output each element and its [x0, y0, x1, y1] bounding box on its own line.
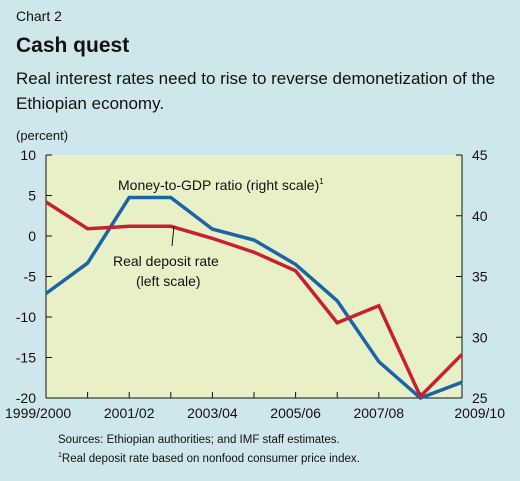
footnote-text: Real deposit rate based on nonfood consu…	[61, 452, 360, 465]
left-axis-unit: (percent)	[16, 128, 68, 143]
annotation-layer: Money-to-GDP ratio (right scale)1 Real d…	[113, 177, 324, 289]
deposit-series-label-line1: Real deposit rate	[113, 253, 219, 269]
footnote-1: 1Real deposit rate based on nonfood cons…	[58, 448, 360, 467]
chart-number: Chart 2	[16, 8, 62, 24]
left-tick-label: 10	[20, 147, 36, 163]
right-tick-label: 40	[472, 208, 488, 224]
sources-note: Sources: Ethiopian authorities; and IMF …	[58, 434, 340, 446]
money-series-label: Money-to-GDP ratio (right scale)1	[118, 177, 324, 193]
right-tick-label: 35	[472, 269, 488, 285]
x-tick-label: 2005/06	[270, 405, 321, 421]
x-tick-label: 2009/10	[454, 405, 505, 421]
x-tick-label: 2003/04	[187, 405, 238, 421]
left-tick-label: 0	[28, 228, 36, 244]
chart-subtitle: Real interest rates need to rise to reve…	[16, 69, 496, 113]
money-series-label-text: Money-to-GDP ratio (right scale)	[118, 177, 319, 193]
deposit-series-label-line2: (left scale)	[136, 273, 201, 289]
left-tick-label: 5	[28, 188, 36, 204]
right-tick-label: 25	[472, 390, 488, 406]
series-layer	[44, 195, 464, 401]
plot-area	[46, 155, 462, 398]
right-tick-label: 45	[472, 147, 488, 163]
left-tick-label: -10	[16, 309, 36, 325]
axes-layer: 10 5 0 -5 -10 -15 -20 45 40 35 30 25 1999/2000 2001/0…	[5, 147, 505, 421]
x-tick-label: 2001/02	[104, 405, 155, 421]
right-tick-label: 30	[472, 329, 488, 345]
footnotes: Sources: Ethiopian authorities; and IMF …	[58, 432, 360, 467]
left-tick-label: -15	[16, 350, 36, 366]
x-tick-label: 1999/2000	[5, 405, 71, 421]
chart-title: Cash quest	[16, 34, 130, 57]
footnote-marker: 1	[58, 452, 62, 459]
money-series-label-sup: 1	[319, 177, 324, 186]
x-tick-label: 2007/08	[353, 405, 404, 421]
left-tick-label: -20	[16, 390, 36, 406]
deposit-label-leader	[171, 225, 175, 247]
left-tick-label: -5	[24, 269, 37, 285]
